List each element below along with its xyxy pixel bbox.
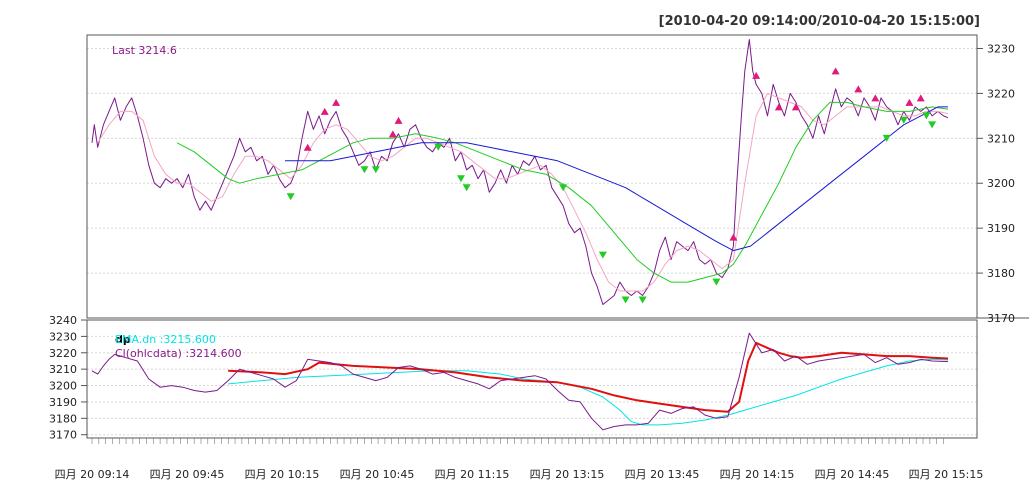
indicator-y-tick-label: 3180 bbox=[49, 412, 77, 425]
buy-signal-marker bbox=[854, 85, 863, 93]
buy-signal-marker bbox=[774, 103, 783, 111]
indicator-legend-entry: dp bbox=[115, 333, 131, 346]
buy-signal-marker bbox=[916, 94, 925, 102]
sell-signal-marker bbox=[360, 166, 369, 174]
date-range-label: [2010-04-20 09:14:00/2010-04-20 15:15:00… bbox=[659, 14, 980, 29]
buy-signal-marker bbox=[791, 103, 800, 111]
indicator-legend-entry: Cl(ohlcdata) :3214.600 bbox=[115, 347, 242, 360]
x-tick-label: 四月 20 10:15 bbox=[245, 468, 320, 481]
x-tick-label: 四月 20 15:15 bbox=[909, 468, 984, 481]
sell-signal-marker bbox=[434, 143, 443, 151]
price-y-tick-label: 3170 bbox=[987, 312, 1015, 325]
indicator-y-tick-label: 3240 bbox=[49, 314, 77, 327]
price-y-tick-label: 3210 bbox=[987, 132, 1015, 145]
sell-signal-marker bbox=[922, 112, 931, 120]
indicator-series bbox=[91, 332, 949, 431]
price-panel-frame bbox=[86, 34, 978, 319]
price-y-tick-label: 3230 bbox=[987, 42, 1015, 55]
time-x-axis: 四月 20 09:14 四月 20 09:45 四月 20 10:15 四月 20 1… bbox=[55, 438, 984, 481]
indicator-panel-frame bbox=[86, 319, 978, 439]
indicator-series-2 bbox=[91, 332, 949, 431]
sell-signal-marker bbox=[462, 184, 471, 192]
sell-signal-marker bbox=[559, 184, 568, 192]
sell-signal-marker bbox=[371, 166, 380, 174]
buy-signal-marker bbox=[332, 98, 341, 106]
indicator-y-tick-label: 3220 bbox=[49, 347, 77, 360]
buy-signal-marker bbox=[752, 71, 761, 79]
x-tick-label: 四月 20 11:15 bbox=[435, 468, 510, 481]
buy-signal-marker bbox=[394, 116, 403, 124]
buy-signal-marker bbox=[729, 233, 738, 241]
x-tick-label: 四月 20 14:45 bbox=[815, 468, 890, 481]
buy-signal-marker bbox=[303, 143, 312, 151]
buy-signal-marker bbox=[871, 94, 880, 102]
price-series-2 bbox=[176, 101, 949, 283]
indicator-y-tick-label: 3190 bbox=[49, 396, 77, 409]
indicator-y-tick-label: 3200 bbox=[49, 380, 77, 393]
buy-signal-marker bbox=[320, 107, 329, 115]
indicator-panel-grid bbox=[87, 319, 977, 436]
indicator-y-tick-label: 3230 bbox=[49, 330, 77, 343]
x-tick-label: 四月 20 09:45 bbox=[150, 468, 225, 481]
indicator-legend-entry: EMA.dn :3215.600 bbox=[115, 333, 216, 346]
price-series bbox=[91, 39, 949, 305]
price-y-tick-label: 3220 bbox=[987, 87, 1015, 100]
price-y-tick-label: 3190 bbox=[987, 222, 1015, 235]
last-price-annotation: Last 3214.6 bbox=[112, 44, 177, 57]
x-tick-label: 四月 20 09:14 bbox=[55, 468, 130, 481]
indicator-series-1 bbox=[228, 341, 949, 413]
indicator-y-tick-label: 3170 bbox=[49, 429, 77, 442]
sell-signal-marker bbox=[712, 278, 721, 286]
buy-signal-marker bbox=[831, 67, 840, 75]
price-y-tick-label: 3200 bbox=[987, 177, 1015, 190]
buy-signal-marker bbox=[388, 130, 397, 138]
x-tick-label: 四月 20 13:15 bbox=[530, 468, 605, 481]
sell-signal-marker bbox=[899, 116, 908, 124]
sell-signal-marker bbox=[621, 296, 630, 304]
indicator-y-axis: 3240 3230 3220 3210 3200 3190 3180 3170 bbox=[49, 314, 87, 442]
indicator-y-tick-label: 3210 bbox=[49, 363, 77, 376]
signal-markers bbox=[286, 67, 937, 304]
sell-signal-marker bbox=[638, 296, 647, 304]
buy-signal-marker bbox=[905, 98, 914, 106]
sell-signal-marker bbox=[882, 134, 891, 142]
sell-signal-marker bbox=[598, 251, 607, 259]
price-y-axis: 3230 3220 3210 3200 3190 3180 3170 bbox=[977, 42, 1015, 325]
price-series-1 bbox=[97, 92, 949, 292]
sell-signal-marker bbox=[286, 193, 295, 201]
price-series-0 bbox=[91, 39, 949, 305]
x-tick-label: 四月 20 10:45 bbox=[340, 468, 415, 481]
price-y-tick-label: 3180 bbox=[987, 267, 1015, 280]
sell-signal-marker bbox=[456, 175, 465, 183]
sell-signal-marker bbox=[928, 121, 937, 129]
x-tick-label: 四月 20 13:45 bbox=[625, 468, 700, 481]
price-series-3 bbox=[285, 106, 948, 252]
x-tick-label: 四月 20 14:15 bbox=[720, 468, 795, 481]
